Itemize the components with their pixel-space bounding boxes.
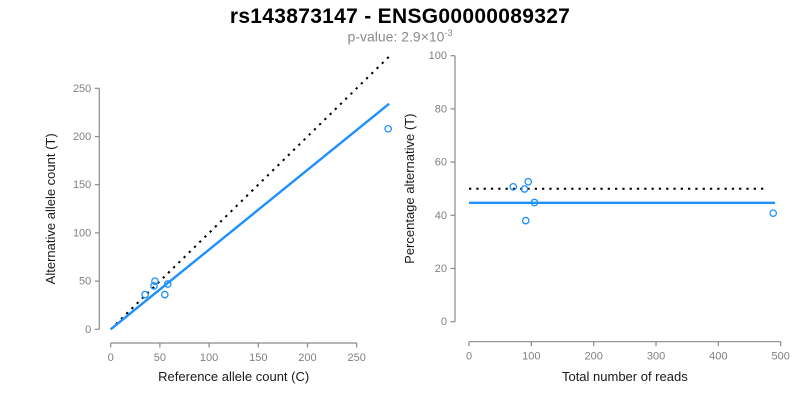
y-tick-label: 0: [85, 324, 91, 336]
data-point: [769, 209, 778, 218]
y-tick-label: 20: [435, 263, 447, 275]
pvalue-base: 2.9×10: [401, 28, 445, 45]
figure-subtitle: p-value: 2.9×10-3: [0, 28, 800, 45]
y-tick-label: 60: [435, 157, 447, 169]
x-tick-label: 100: [522, 351, 540, 363]
x-tick-label: 200: [298, 352, 316, 364]
data-point: [163, 280, 172, 288]
percentage-plot: 0 20 40 60 80 100 0 100 200 300 400 500 Total number…: [402, 50, 790, 384]
y-tick-label: 200: [73, 131, 91, 143]
y-tick-label: 100: [429, 50, 447, 62]
pvalue-prefix: p-value:: [347, 28, 402, 45]
figure-title: rs143873147 - ENSG00000089327: [229, 5, 571, 28]
x-tick-label: 300: [647, 351, 665, 363]
y-tick-label: 250: [73, 83, 91, 95]
x-tick-label: 0: [466, 351, 472, 363]
y-tick-label: 100: [73, 227, 91, 239]
x-tick-label: 250: [347, 352, 365, 364]
x-tick-label: 500: [772, 351, 790, 363]
x-tick-label: 400: [709, 351, 727, 363]
y-tick-label: 40: [435, 210, 447, 222]
data-point: [150, 282, 158, 290]
data-point: [141, 290, 149, 299]
x-axis-label: Total number of reads: [562, 369, 688, 384]
allele-count-plot: 0 50 100 150 200 250 0 50 100 150 200 250 Reference …: [43, 55, 393, 384]
pvalue-exponent: -3: [444, 28, 453, 38]
x-axis-label: Reference allele count (C): [158, 369, 309, 384]
y-tick-label: 80: [435, 103, 447, 115]
fit-line: [109, 102, 390, 331]
x-tick-label: 50: [154, 352, 166, 364]
y-axis-label: Percentage alternative (T): [402, 114, 417, 264]
data-point: [524, 177, 533, 186]
x-tick-label: 200: [585, 351, 603, 363]
x-tick-label: 100: [200, 352, 218, 364]
data-point: [151, 277, 159, 285]
data-point: [384, 124, 393, 133]
data-point: [521, 216, 530, 225]
y-tick-label: 150: [73, 179, 91, 191]
y-tick-label: 50: [79, 276, 91, 288]
data-point: [530, 198, 539, 207]
y-axis-label: Alternative allele count (T): [43, 133, 58, 284]
data-point: [160, 290, 169, 299]
x-tick-label: 0: [108, 352, 114, 364]
y-tick-label: 0: [441, 316, 447, 328]
data-point: [520, 185, 529, 193]
x-tick-label: 150: [249, 352, 267, 364]
data-point: [509, 182, 518, 191]
